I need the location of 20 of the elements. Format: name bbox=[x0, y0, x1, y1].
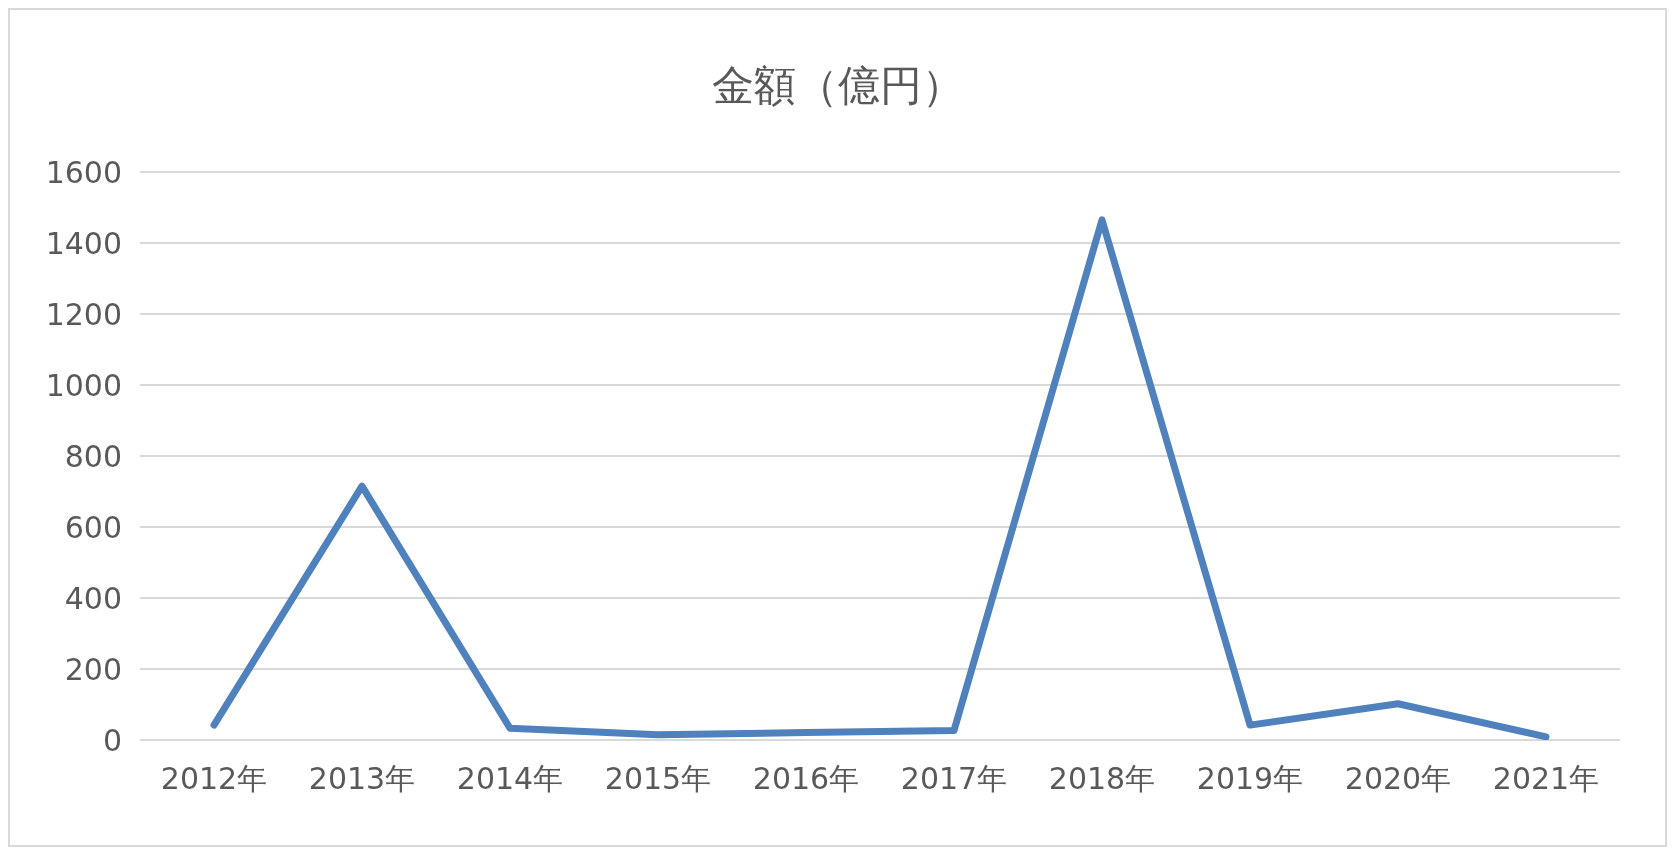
x-tick-label: 2019年 bbox=[1196, 761, 1304, 797]
y-tick-label: 1000 bbox=[45, 367, 122, 403]
x-tick-label: 2013年 bbox=[308, 761, 416, 797]
x-tick-label: 2021年 bbox=[1492, 761, 1600, 797]
chart-title: 金額（億円） bbox=[710, 60, 965, 112]
y-tick-label: 1200 bbox=[45, 296, 122, 332]
x-tick-label: 2015年 bbox=[604, 761, 712, 797]
y-tick-label: 400 bbox=[64, 580, 122, 616]
y-tick-label: 0 bbox=[102, 722, 122, 758]
x-tick-label: 2017年 bbox=[900, 761, 1008, 797]
y-tick-label: 1600 bbox=[45, 154, 122, 190]
x-tick-label: 2014年 bbox=[456, 761, 564, 797]
x-tick-label: 2012年 bbox=[160, 761, 268, 797]
y-tick-label: 200 bbox=[64, 651, 122, 687]
x-tick-label: 2018年 bbox=[1048, 761, 1156, 797]
x-tick-label: 2016年 bbox=[752, 761, 860, 797]
y-tick-label: 1400 bbox=[45, 225, 122, 261]
y-tick-label: 800 bbox=[64, 438, 122, 474]
y-tick-label: 600 bbox=[64, 509, 122, 545]
x-tick-label: 2020年 bbox=[1344, 761, 1452, 797]
